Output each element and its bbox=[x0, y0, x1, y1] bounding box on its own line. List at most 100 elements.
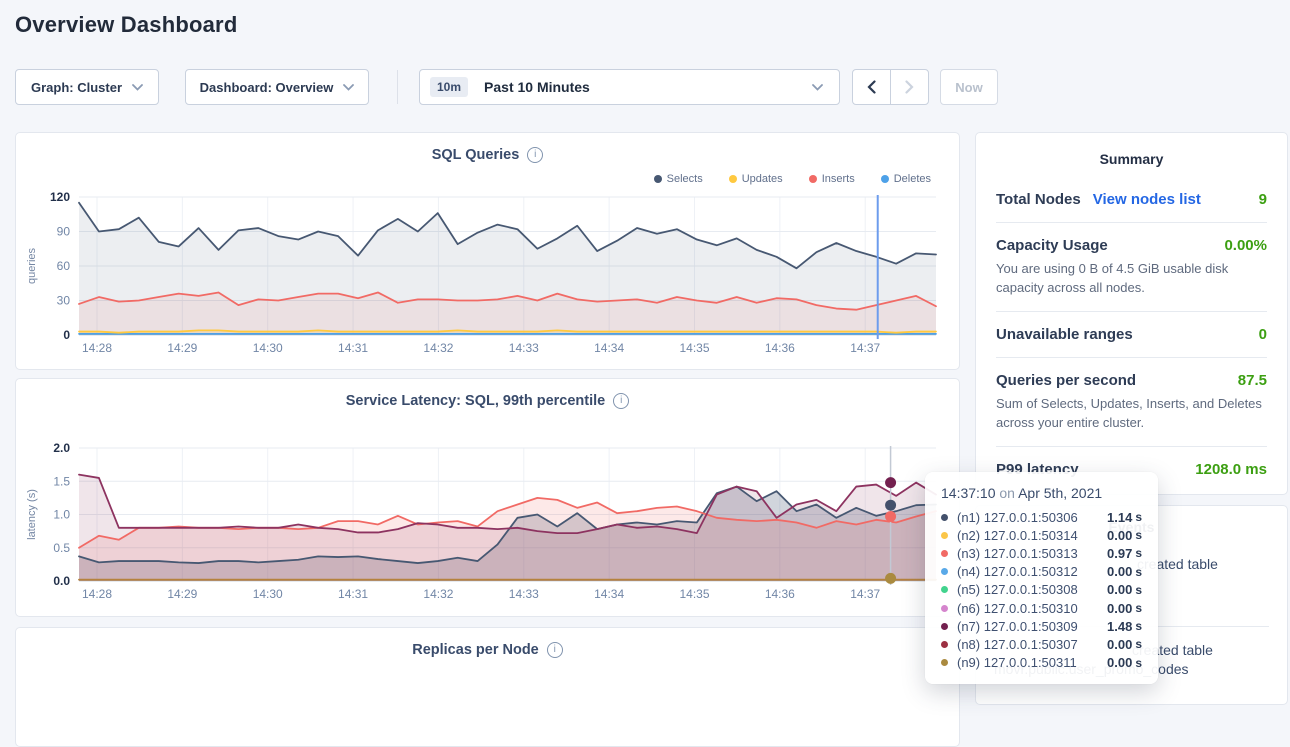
view-nodes-list-link[interactable]: View nodes list bbox=[1092, 191, 1201, 208]
node-latency-value: 0.97 bbox=[1107, 545, 1133, 561]
legend-dot bbox=[808, 175, 817, 183]
legend-dot bbox=[728, 175, 737, 183]
node-latency-value: 1.48 bbox=[1107, 618, 1133, 634]
time-range-selector[interactable]: 10m Past 10 Minutes bbox=[419, 69, 840, 105]
graph-dropdown[interactable]: Graph: Cluster bbox=[15, 69, 159, 105]
svg-text:14:28: 14:28 bbox=[82, 587, 112, 601]
svg-text:14:35: 14:35 bbox=[679, 341, 709, 355]
sql-queries-chart[interactable]: 14:28 14:29 14:30 14:31 14:32 14:33 14:34 14:35… bbox=[16, 133, 959, 369]
tooltip-node-row: (n7) 127.0.0.1:50309 1.48 s bbox=[941, 617, 1142, 635]
now-button-label: Now bbox=[955, 79, 983, 95]
chart-hover-tooltip: 14:37:10 on Apr 5th, 2021 (n1) 127.0.0.1… bbox=[925, 472, 1158, 684]
svg-text:1.5: 1.5 bbox=[53, 474, 70, 488]
time-range-badge: 10m bbox=[430, 77, 469, 97]
tooltip-node-row: (n3) 127.0.0.1:50313 0.97 s bbox=[941, 544, 1142, 562]
svg-text:14:34: 14:34 bbox=[594, 341, 624, 355]
node-latency-unit: s bbox=[1135, 619, 1142, 634]
node-address: (n8) 127.0.0.1:50307 bbox=[957, 636, 1078, 652]
capacity-usage-label: Capacity Usage bbox=[996, 237, 1108, 254]
node-color-dot bbox=[941, 604, 948, 612]
svg-text:14:28: 14:28 bbox=[82, 341, 112, 355]
node-color-dot bbox=[941, 531, 948, 539]
node-color-dot bbox=[941, 586, 948, 594]
svg-text:14:37: 14:37 bbox=[850, 341, 880, 355]
time-range-label: Past 10 Minutes bbox=[484, 79, 590, 95]
chevron-left-icon bbox=[867, 80, 876, 94]
queries-per-second-value: 87.5 bbox=[1237, 372, 1267, 389]
node-color-dot bbox=[941, 640, 948, 648]
now-button[interactable]: Now bbox=[940, 69, 998, 105]
node-latency-unit: s bbox=[1135, 528, 1142, 543]
sql-queries-panel: SQL Queries Selects Updates Inserts Deletes… bbox=[15, 132, 960, 370]
node-address: (n7) 127.0.0.1:50309 bbox=[957, 618, 1078, 634]
info-icon[interactable] bbox=[527, 147, 544, 163]
node-latency-value: 0.00 bbox=[1107, 636, 1133, 652]
node-latency-unit: s bbox=[1135, 546, 1142, 561]
svg-text:14:34: 14:34 bbox=[594, 587, 624, 601]
legend-label: Updates bbox=[741, 173, 783, 185]
svg-text:14:30: 14:30 bbox=[253, 587, 283, 601]
svg-text:0.0: 0.0 bbox=[53, 574, 70, 588]
svg-text:30: 30 bbox=[57, 294, 71, 308]
node-latency-unit: s bbox=[1135, 510, 1142, 525]
legend-item-updates[interactable]: Updates bbox=[728, 173, 783, 185]
tooltip-node-row: (n8) 127.0.0.1:50307 0.00 s bbox=[941, 635, 1142, 653]
svg-text:14:36: 14:36 bbox=[765, 341, 795, 355]
chevron-down-icon bbox=[132, 83, 143, 91]
svg-text:0: 0 bbox=[63, 328, 70, 342]
queries-per-second-label: Queries per second bbox=[996, 372, 1137, 389]
svg-text:2.0: 2.0 bbox=[53, 441, 70, 455]
svg-text:14:29: 14:29 bbox=[167, 341, 197, 355]
summary-row-unavailable-ranges: Unavailable ranges 0 bbox=[996, 312, 1267, 358]
graph-dropdown-label: Graph: Cluster bbox=[30, 79, 122, 95]
chevron-down-icon bbox=[812, 83, 823, 91]
node-latency-value: 0.00 bbox=[1107, 600, 1133, 616]
node-latency-unit: s bbox=[1135, 582, 1142, 597]
node-address: (n2) 127.0.0.1:50314 bbox=[957, 527, 1078, 543]
svg-text:14:30: 14:30 bbox=[253, 341, 283, 355]
time-next-button[interactable] bbox=[890, 69, 929, 105]
legend-label: Deletes bbox=[893, 173, 931, 185]
legend-item-selects[interactable]: Selects bbox=[653, 173, 703, 185]
dashboard-dropdown[interactable]: Dashboard: Overview bbox=[185, 69, 369, 105]
svg-text:90: 90 bbox=[57, 225, 71, 239]
service-latency-chart[interactable]: 14:28 14:29 14:30 14:31 14:32 14:33 14:34 14:35… bbox=[16, 379, 959, 616]
overview-dashboard-page: { "page": { "title": "Overview Dashboard… bbox=[0, 0, 1290, 689]
total-nodes-value: 9 bbox=[1258, 191, 1267, 208]
toolbar-divider bbox=[397, 70, 398, 104]
summary-row-total-nodes: Total Nodes View nodes list 9 bbox=[996, 177, 1267, 223]
time-nav-group bbox=[852, 69, 929, 105]
svg-text:14:32: 14:32 bbox=[423, 341, 453, 355]
svg-text:14:36: 14:36 bbox=[765, 587, 795, 601]
sql-queries-title: SQL Queries bbox=[431, 147, 520, 163]
node-latency-value: 0.00 bbox=[1107, 655, 1133, 671]
page-title: Overview Dashboard bbox=[15, 12, 238, 37]
legend-item-deletes[interactable]: Deletes bbox=[880, 173, 931, 185]
svg-text:120: 120 bbox=[50, 190, 70, 204]
node-latency-unit: s bbox=[1135, 601, 1142, 616]
node-color-dot bbox=[941, 568, 948, 576]
node-latency-unit: s bbox=[1135, 637, 1142, 652]
node-latency-value: 0.00 bbox=[1107, 582, 1133, 598]
chevron-down-icon bbox=[343, 83, 355, 91]
tooltip-node-row: (n1) 127.0.0.1:50306 1.14 s bbox=[941, 508, 1142, 526]
legend-label: Selects bbox=[666, 173, 703, 185]
p99-latency-value: 1208.0 ms bbox=[1195, 461, 1267, 478]
svg-text:14:29: 14:29 bbox=[167, 587, 197, 601]
service-latency-title: Service Latency: SQL, 99th percentile bbox=[345, 393, 606, 409]
svg-text:latency (s): latency (s) bbox=[26, 489, 38, 540]
tooltip-node-row: (n2) 127.0.0.1:50314 0.00 s bbox=[941, 526, 1142, 544]
legend-item-inserts[interactable]: Inserts bbox=[808, 173, 855, 185]
summary-heading: Summary bbox=[1099, 151, 1164, 167]
node-address: (n9) 127.0.0.1:50311 bbox=[957, 655, 1077, 671]
time-prev-button[interactable] bbox=[852, 69, 891, 105]
node-address: (n6) 127.0.0.1:50310 bbox=[957, 600, 1078, 616]
info-icon[interactable] bbox=[546, 642, 563, 658]
dashboard-dropdown-label: Dashboard: Overview bbox=[199, 79, 334, 95]
node-color-dot bbox=[941, 549, 948, 557]
capacity-usage-value: 0.00% bbox=[1224, 237, 1267, 254]
svg-text:14:31: 14:31 bbox=[338, 341, 368, 355]
info-icon[interactable] bbox=[613, 393, 630, 409]
node-address: (n3) 127.0.0.1:50313 bbox=[957, 545, 1078, 561]
node-latency-value: 0.00 bbox=[1107, 527, 1133, 543]
